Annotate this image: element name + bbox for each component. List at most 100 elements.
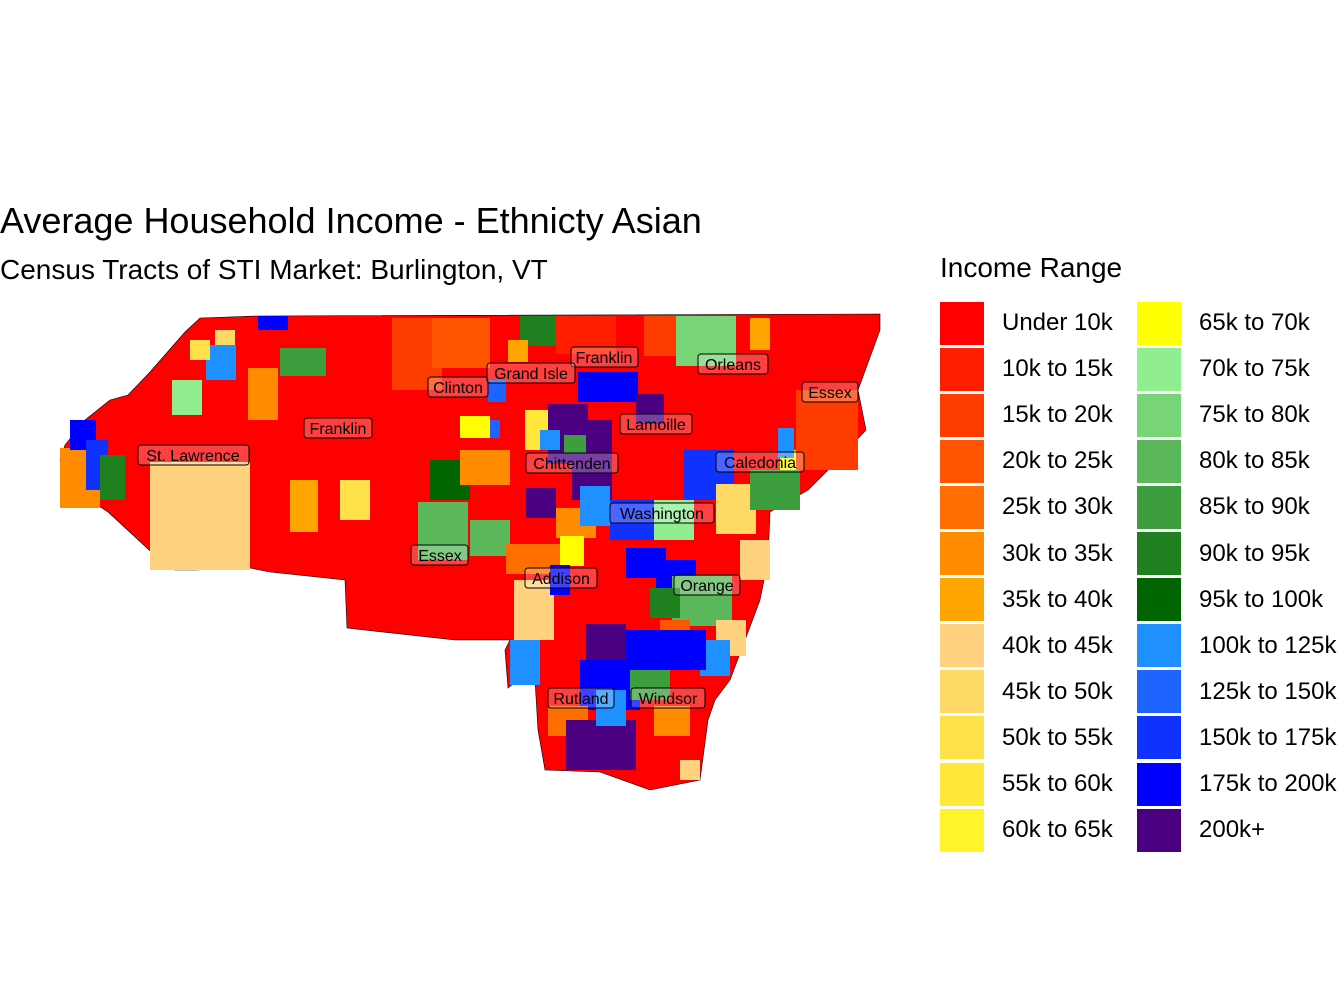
- legend-label: 150k to 175k: [1199, 723, 1337, 751]
- legend-label: 15k to 20k: [1002, 401, 1113, 429]
- legend-label: 25k to 30k: [1002, 493, 1113, 521]
- county-label-essex-vt: Essex: [801, 381, 859, 403]
- legend-item: 150k to 175k: [1137, 715, 1336, 761]
- legend-item: 65k to 70k: [1137, 300, 1310, 346]
- svg-text:Windsor: Windsor: [639, 691, 698, 708]
- legend-item: 25k to 30k: [940, 484, 1113, 530]
- legend-swatch: [940, 808, 984, 852]
- svg-text:Franklin: Franklin: [576, 350, 633, 367]
- legend-swatch: [940, 716, 984, 760]
- county-label-lamoille: Lamoille: [619, 413, 693, 435]
- svg-text:Caledonia: Caledonia: [724, 455, 796, 472]
- legend-swatch: [940, 578, 984, 622]
- legend-label: Under 10k: [1002, 309, 1113, 336]
- legend-item: 85k to 90k: [1137, 484, 1310, 530]
- census-tracts: [60, 316, 858, 780]
- legend-item: 35k to 40k: [940, 577, 1113, 623]
- legend-swatch: [940, 532, 984, 575]
- legend-item: 75k to 80k: [1137, 392, 1310, 438]
- svg-text:Lamoille: Lamoille: [626, 417, 686, 434]
- legend-label: 75k to 80k: [1199, 401, 1310, 429]
- legend-swatch: [1137, 532, 1181, 575]
- legend-item: 45k to 50k: [940, 669, 1113, 715]
- county-label-franklin-ny: Franklin: [303, 417, 373, 439]
- map-subtitle: Census Tracts of STI Market: Burlington,…: [0, 254, 548, 285]
- legend-label: 55k to 60k: [1002, 770, 1113, 797]
- svg-text:Rutland: Rutland: [553, 691, 608, 708]
- legend-item: Under 10k: [940, 300, 1113, 346]
- legend-label: 175k to 200k: [1199, 770, 1337, 797]
- legend-label: 20k to 25k: [1002, 447, 1113, 475]
- legend-label: 80k to 85k: [1199, 447, 1310, 475]
- legend-label: 100k to 125k: [1199, 631, 1337, 659]
- legend-label: 40k to 45k: [1002, 631, 1113, 659]
- legend-label: 70k to 75k: [1199, 355, 1310, 383]
- svg-text:Clinton: Clinton: [433, 380, 483, 397]
- legend-item: 80k to 85k: [1137, 438, 1310, 484]
- legend-label: 60k to 65k: [1002, 816, 1113, 844]
- legend-label: 65k to 70k: [1199, 309, 1310, 336]
- county-label-grand-isle: Grand Isle: [486, 362, 576, 384]
- svg-text:Franklin: Franklin: [310, 421, 367, 438]
- legend-swatch: [940, 762, 984, 806]
- legend-label: 85k to 90k: [1199, 493, 1310, 521]
- map-title: Average Household Income - Ethnicty Asia…: [0, 200, 702, 241]
- choropleth-map: Franklin Orleans Essex Clinton Grand Isl…: [59, 313, 881, 791]
- legend-item: 30k to 35k: [940, 531, 1113, 577]
- svg-text:Essex: Essex: [418, 548, 462, 565]
- legend-item: 20k to 25k: [940, 438, 1113, 484]
- legend-swatch: [1137, 439, 1181, 483]
- county-label-clinton: Clinton: [427, 376, 489, 398]
- legend-item: 15k to 20k: [940, 392, 1113, 438]
- legend-label: 90k to 95k: [1199, 539, 1310, 567]
- legend-item: 175k to 200k: [1137, 761, 1336, 807]
- svg-text:Addison: Addison: [532, 571, 590, 588]
- legend-item: 125k to 150k: [1137, 669, 1336, 715]
- legend-label: 45k to 50k: [1002, 677, 1113, 705]
- legend-label: 200k+: [1199, 816, 1266, 844]
- legend-item: 200k+: [1137, 807, 1265, 853]
- legend-swatch: [1137, 670, 1181, 714]
- legend-swatch: [940, 670, 984, 714]
- legend-item: 95k to 100k: [1137, 577, 1323, 623]
- legend-swatch: [1137, 762, 1181, 806]
- income-legend: Under 10k 10k to 15k 15k to 20k 20k to 25k 2…: [940, 300, 1344, 852]
- legend-swatch: [1137, 301, 1181, 345]
- legend-title: Income Range: [940, 252, 1123, 283]
- legend-swatch: [940, 347, 984, 391]
- legend-swatch: [940, 393, 984, 437]
- county-label-st-lawrence: St. Lawrence: [137, 444, 250, 466]
- legend-item: 60k to 65k: [940, 807, 1113, 853]
- legend-swatch: [1137, 578, 1181, 622]
- legend-label: 95k to 100k: [1199, 585, 1324, 613]
- legend-swatch: [1137, 347, 1181, 391]
- legend-label: 125k to 150k: [1199, 677, 1337, 705]
- svg-text:Orleans: Orleans: [705, 357, 761, 374]
- legend-item: 55k to 60k: [940, 761, 1113, 807]
- county-label-orange: Orange: [673, 574, 741, 596]
- svg-text:Grand Isle: Grand Isle: [494, 366, 568, 383]
- legend-swatch: [940, 439, 984, 483]
- legend-label: 50k to 55k: [1002, 723, 1113, 751]
- legend-label: 10k to 15k: [1002, 355, 1113, 383]
- legend-label: 35k to 40k: [1002, 585, 1113, 613]
- legend-swatch: [940, 485, 984, 529]
- legend-swatch: [1137, 624, 1181, 668]
- svg-text:St. Lawrence: St. Lawrence: [146, 448, 239, 465]
- county-label-addison: Addison: [524, 567, 598, 589]
- county-label-rutland: Rutland: [547, 687, 615, 709]
- county-label-chittenden: Chittenden: [525, 452, 619, 474]
- svg-text:Washington: Washington: [620, 506, 704, 523]
- legend-label: 30k to 35k: [1002, 539, 1113, 567]
- svg-text:Chittenden: Chittenden: [533, 456, 610, 473]
- svg-text:Essex: Essex: [808, 385, 852, 402]
- legend-item: 10k to 15k: [940, 346, 1113, 392]
- county-label-orleans: Orleans: [697, 353, 769, 375]
- legend-swatch: [1137, 393, 1181, 437]
- legend-swatch: [1137, 716, 1181, 760]
- legend-swatch: [1137, 485, 1181, 529]
- legend-item: 70k to 75k: [1137, 346, 1310, 392]
- legend-item: 100k to 125k: [1137, 623, 1336, 669]
- county-label-caledonia: Caledonia: [715, 451, 805, 473]
- county-label-washington: Washington: [609, 502, 715, 524]
